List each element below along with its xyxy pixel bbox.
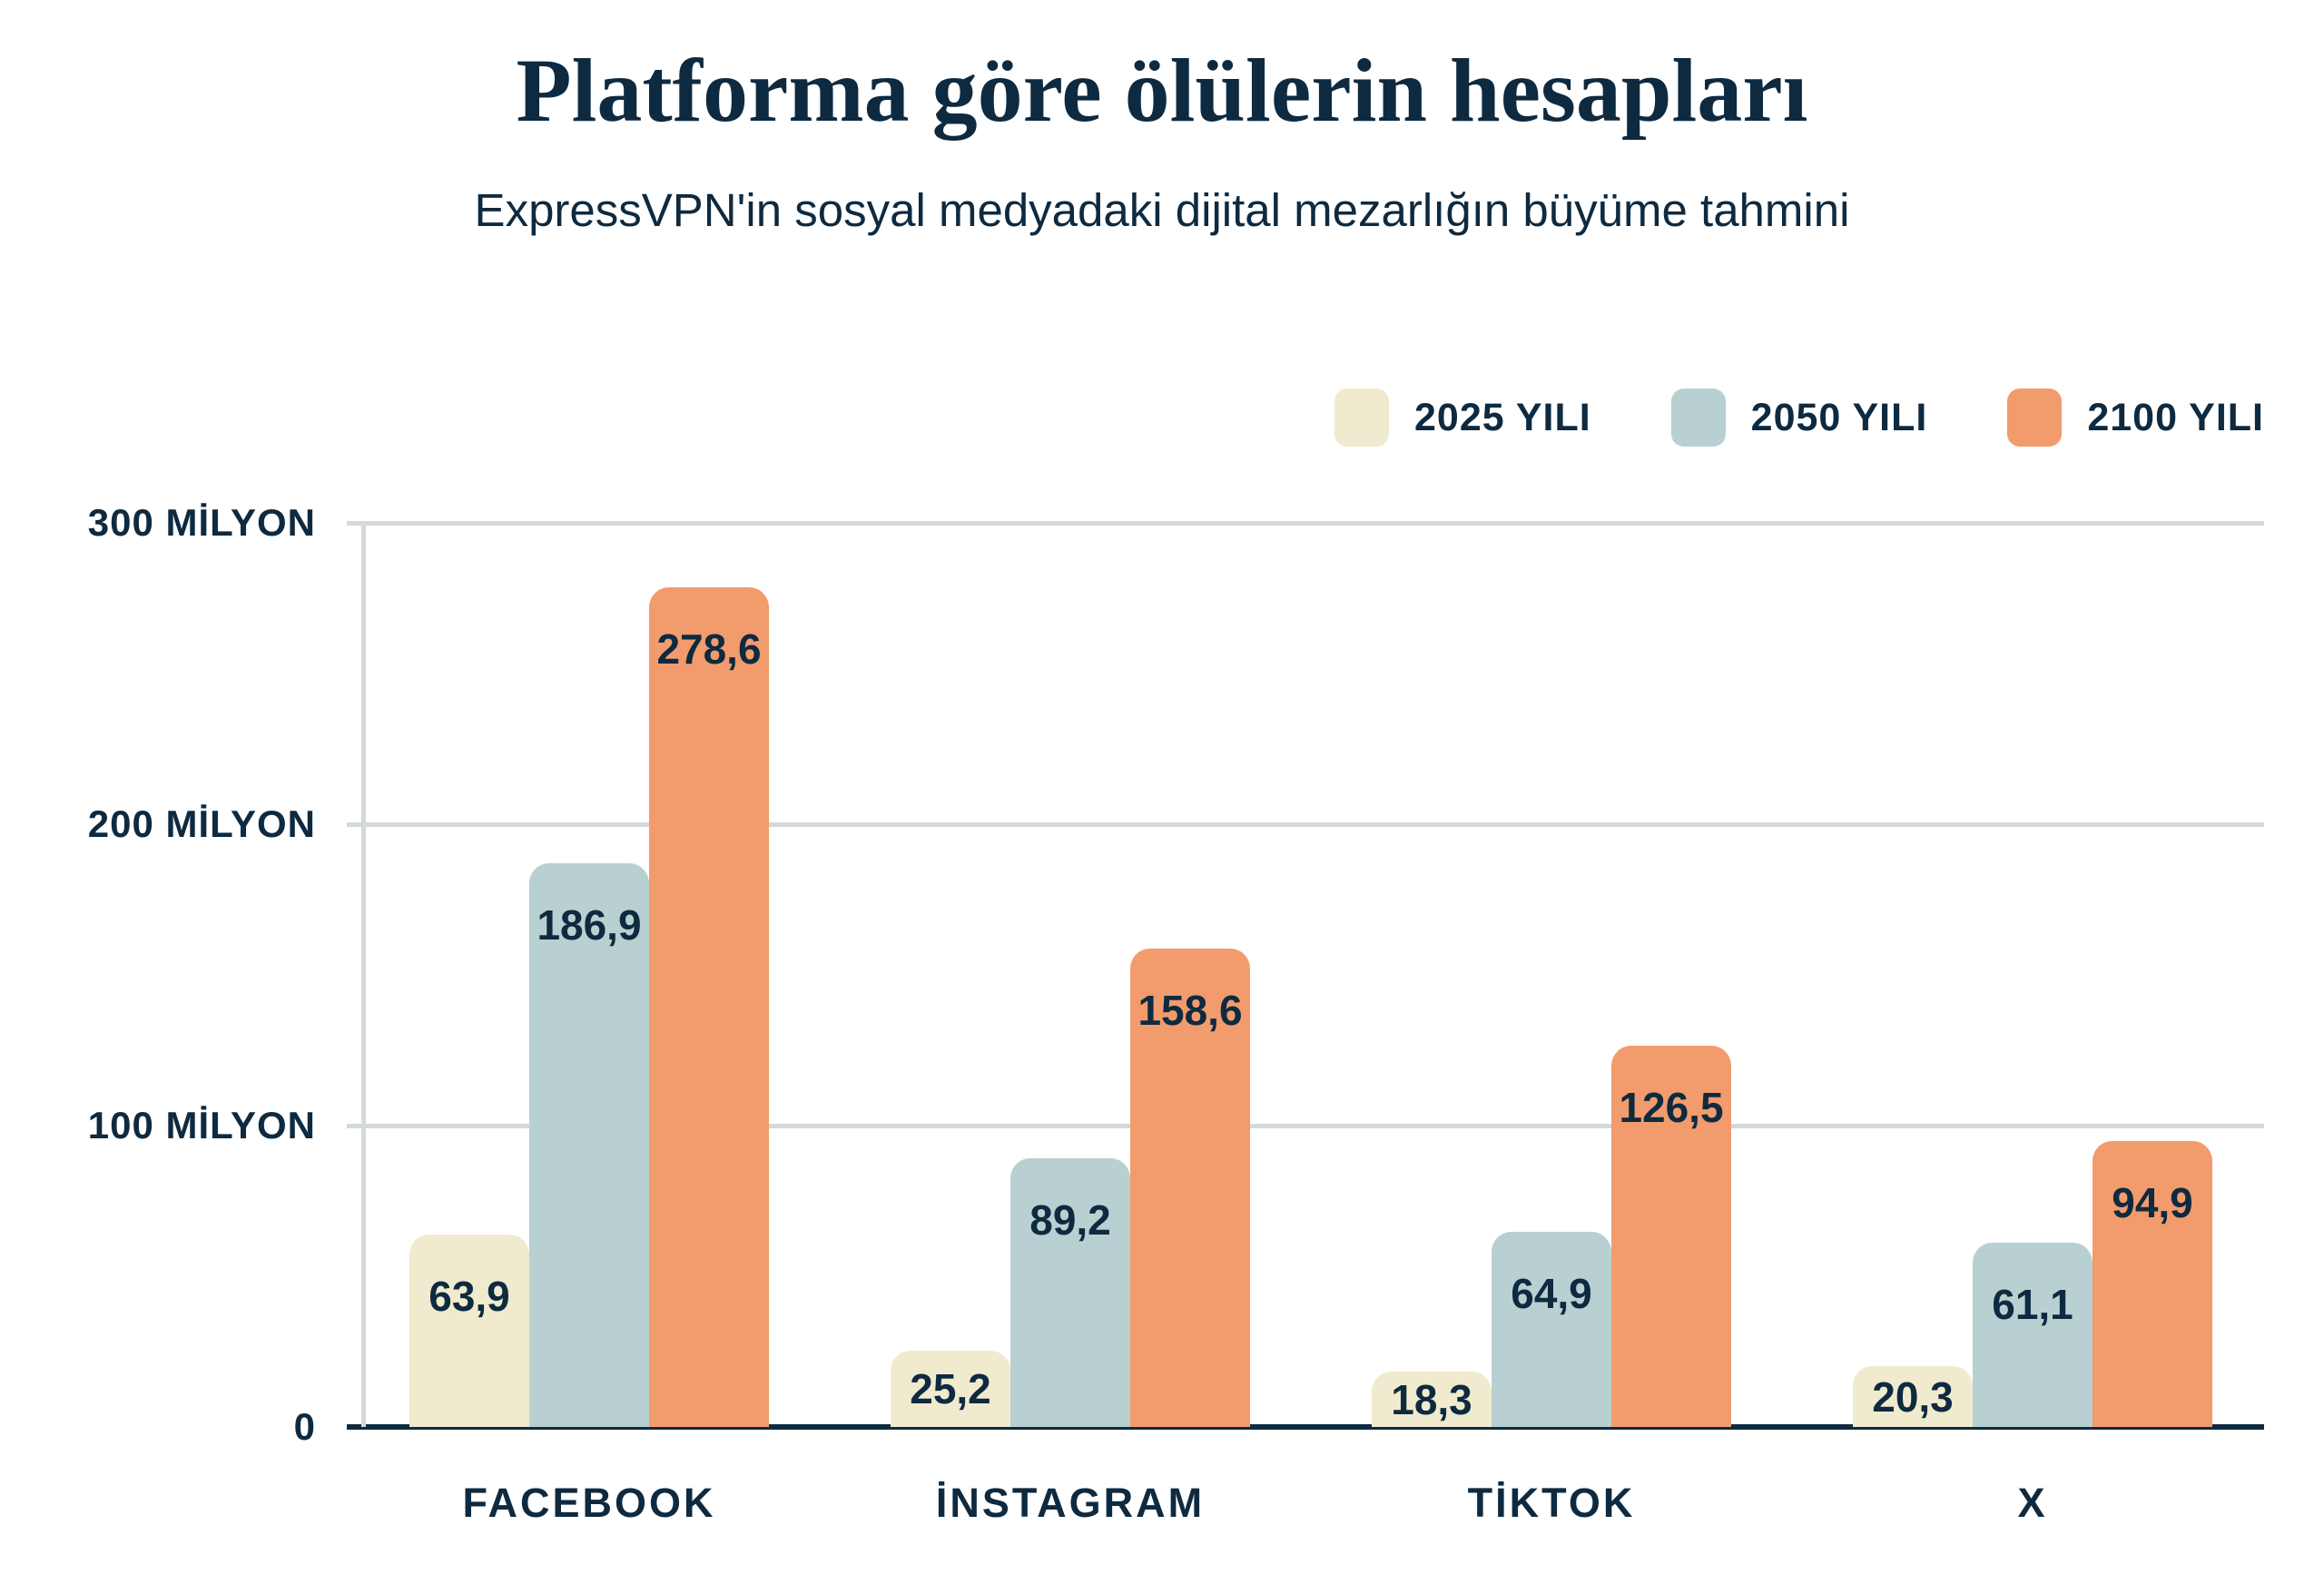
legend-swatch-icon bbox=[1670, 389, 1726, 447]
bar-value-label: 18,3 bbox=[1391, 1375, 1472, 1423]
bar-value-label: 63,9 bbox=[428, 1273, 510, 1320]
y-axis-tick-label: 300 MİLYON bbox=[87, 501, 316, 544]
gridline-100 bbox=[347, 1124, 2264, 1128]
y-axis-tick-label: 0 bbox=[293, 1405, 316, 1448]
bar-x-2100: 94,9 bbox=[2093, 1141, 2212, 1427]
bar-value-label: 25,2 bbox=[910, 1365, 991, 1412]
x-axis-category-label: İNSTAGRAM bbox=[935, 1480, 1206, 1526]
x-axis-category-label: TİKTOK bbox=[1467, 1480, 1636, 1526]
bar-x-2050: 61,1 bbox=[1973, 1243, 2093, 1427]
legend: 2025 YILI 2050 YILI 2100 YILI bbox=[1334, 389, 2264, 447]
bar-i̇nstagram-2100: 158,6 bbox=[1130, 949, 1250, 1427]
y-axis-tick-label: 200 MİLYON bbox=[87, 802, 316, 845]
y-axis-tick-label: 100 MİLYON bbox=[87, 1104, 316, 1146]
chart-title: Platforma göre ölülerin hesapları bbox=[516, 40, 1808, 141]
bar-facebook-2050: 186,9 bbox=[529, 863, 649, 1427]
legend-item-2100-yili: 2100 YILI bbox=[2007, 389, 2264, 447]
bar-value-label: 126,5 bbox=[1619, 1084, 1724, 1131]
legend-label: 2050 YILI bbox=[1750, 395, 1928, 439]
bar-i̇nstagram-2050: 89,2 bbox=[1010, 1158, 1130, 1427]
bar-value-label: 278,6 bbox=[656, 625, 762, 673]
y-axis-line bbox=[361, 523, 366, 1427]
bar-value-label: 89,2 bbox=[1029, 1196, 1111, 1244]
bar-value-label: 158,6 bbox=[1137, 987, 1243, 1034]
bar-facebook-2025: 63,9 bbox=[409, 1235, 529, 1427]
x-axis-category-label: FACEBOOK bbox=[462, 1480, 716, 1526]
gridline-200 bbox=[347, 822, 2264, 827]
bar-value-label: 186,9 bbox=[537, 901, 642, 949]
bar-value-label: 61,1 bbox=[1992, 1281, 2073, 1328]
legend-swatch-icon bbox=[2007, 389, 2063, 447]
bar-i̇nstagram-2025: 25,2 bbox=[891, 1351, 1010, 1427]
bar-ti̇ktok-2050: 64,9 bbox=[1492, 1232, 1611, 1427]
chart-subtitle: ExpressVPN'in sosyal medyadaki dijital m… bbox=[474, 184, 1850, 236]
x-axis-category-label: X bbox=[2017, 1480, 2048, 1526]
legend-label: 2100 YILI bbox=[2087, 395, 2264, 439]
bar-ti̇ktok-2025: 18,3 bbox=[1372, 1372, 1492, 1427]
legend-label: 2025 YILI bbox=[1413, 395, 1591, 439]
legend-item-2025-yili: 2025 YILI bbox=[1334, 389, 1591, 447]
legend-swatch-icon bbox=[1334, 389, 1389, 447]
bar-value-label: 20,3 bbox=[1872, 1372, 1954, 1421]
bar-facebook-2100: 278,6 bbox=[649, 587, 769, 1427]
bar-value-label: 94,9 bbox=[2112, 1179, 2193, 1226]
legend-item-2050-yili: 2050 YILI bbox=[1670, 389, 1928, 447]
gridline-300 bbox=[347, 521, 2264, 526]
bar-ti̇ktok-2100: 126,5 bbox=[1611, 1046, 1731, 1427]
bar-x-2025: 20,3 bbox=[1853, 1366, 1973, 1427]
x-axis-baseline bbox=[347, 1424, 2264, 1430]
bar-value-label: 64,9 bbox=[1511, 1270, 1592, 1317]
